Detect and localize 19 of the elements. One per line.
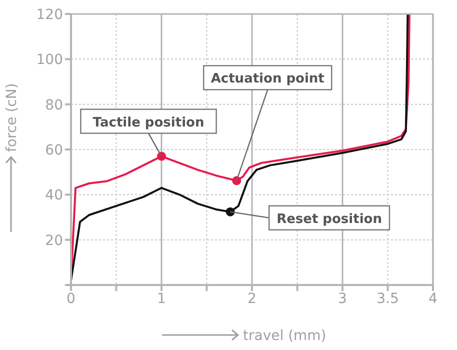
- y-tick-label: 20: [45, 232, 63, 249]
- annotation: Reset position: [276, 212, 382, 227]
- annotation: Actuation point: [210, 72, 324, 87]
- x-tick-label: 2: [248, 290, 256, 307]
- x-tick-label: 4: [428, 290, 438, 307]
- y-tick-label: 80: [45, 97, 63, 114]
- x-tick-label: 0: [66, 290, 76, 307]
- y-tick-label: 40: [45, 188, 63, 204]
- y-tick-label: 100: [36, 52, 63, 68]
- point: [226, 207, 235, 216]
- x-tick-label: 3: [338, 290, 347, 307]
- annotation: Tactile position: [92, 115, 204, 130]
- x-tick-label: 3.5: [376, 290, 399, 307]
- x-tick-label: 1: [157, 290, 166, 307]
- y-axis-title: force (cN): [4, 83, 20, 152]
- y-tick-label: 120: [36, 6, 63, 23]
- point: [232, 176, 242, 186]
- y-tick-label: 60: [45, 142, 63, 158]
- x-axis-title: travel (mm): [243, 328, 326, 344]
